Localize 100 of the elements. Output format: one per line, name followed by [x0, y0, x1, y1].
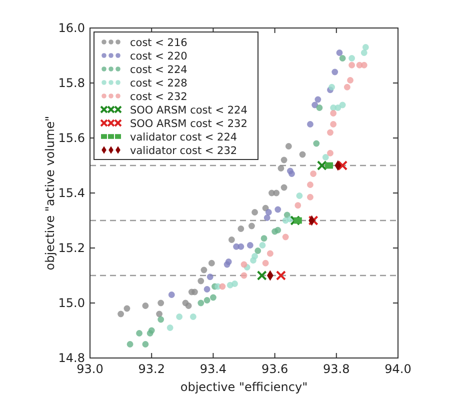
point [148, 327, 155, 334]
point [266, 250, 274, 257]
point [204, 286, 210, 292]
point [334, 104, 342, 111]
point [126, 341, 134, 348]
point [280, 184, 288, 191]
x-tick-label: 94.0 [384, 362, 412, 376]
point [248, 222, 255, 230]
point [294, 202, 302, 209]
point [240, 272, 248, 279]
point [118, 310, 124, 318]
y-tick-label: 15.6 [58, 131, 85, 145]
legend-label: cost < 224 [130, 64, 188, 76]
point [232, 280, 238, 287]
point [198, 278, 204, 284]
x-tick-label: 93.0 [76, 362, 104, 376]
point [276, 270, 286, 280]
point [313, 140, 320, 147]
point [310, 170, 316, 177]
point [224, 261, 230, 268]
point [348, 62, 355, 68]
point [294, 217, 302, 224]
point [192, 288, 198, 296]
legend-label: SOO ARSM cost < 232 [130, 118, 248, 130]
point [273, 190, 280, 196]
point [254, 248, 262, 254]
y-tick-label: 15.8 [58, 76, 85, 90]
y-tick-label: 16.0 [58, 21, 85, 35]
point [316, 160, 327, 170]
point [158, 316, 164, 323]
point [264, 214, 270, 221]
point [312, 102, 318, 108]
point [158, 300, 164, 306]
legend-label: SOO ARSM cost < 224 [130, 104, 248, 116]
point [332, 68, 338, 76]
point [307, 194, 314, 200]
point [330, 121, 337, 128]
point [307, 121, 314, 128]
point [325, 162, 334, 169]
x-tick-label: 93.4 [200, 362, 227, 376]
point [338, 160, 348, 170]
point [330, 110, 337, 116]
point [360, 62, 368, 68]
point [299, 151, 306, 158]
point [240, 261, 248, 268]
point [256, 270, 267, 280]
point [219, 283, 226, 290]
point [280, 156, 288, 164]
legend-label: cost < 228 [130, 78, 188, 90]
point [272, 228, 278, 235]
point [200, 266, 208, 274]
point [210, 294, 216, 301]
legend-label: cost < 220 [130, 50, 188, 62]
point [307, 182, 314, 188]
x-tick-label: 93.8 [323, 362, 350, 376]
legend-label: validator cost < 232 [130, 145, 238, 157]
point [260, 235, 268, 242]
legend-label: validator cost < 224 [130, 132, 238, 144]
y-tick-label: 15.4 [58, 186, 85, 200]
point [282, 234, 289, 240]
y-tick-label: 15.0 [58, 296, 85, 310]
point [246, 242, 254, 248]
point [308, 216, 318, 226]
point [262, 260, 269, 266]
point [265, 209, 272, 216]
x-tick-label: 93.2 [138, 362, 165, 376]
point [166, 324, 174, 331]
x-axis-title: objective "efficiency" [180, 380, 308, 394]
point [328, 84, 335, 90]
point [259, 242, 266, 248]
point [348, 55, 355, 62]
point [238, 243, 244, 250]
point [360, 50, 368, 56]
point [316, 104, 323, 111]
point [322, 154, 329, 160]
point [344, 84, 350, 90]
point [168, 292, 175, 298]
point [228, 236, 235, 243]
point [204, 297, 210, 304]
point [198, 300, 204, 306]
point [327, 150, 334, 156]
point [336, 50, 343, 56]
point [142, 341, 149, 348]
legend-label: cost < 216 [130, 37, 188, 49]
point [285, 143, 292, 150]
point [156, 310, 162, 318]
y-tick-label: 15.2 [58, 241, 85, 255]
point [274, 206, 282, 213]
point [206, 274, 214, 280]
point [339, 55, 346, 62]
point [208, 260, 215, 266]
point [314, 96, 322, 103]
point [252, 209, 258, 216]
point [290, 216, 300, 226]
point [124, 305, 130, 312]
point [176, 314, 183, 320]
point [136, 330, 142, 336]
point [238, 226, 244, 232]
y-tick-label: 14.8 [58, 351, 85, 365]
point [185, 302, 192, 309]
